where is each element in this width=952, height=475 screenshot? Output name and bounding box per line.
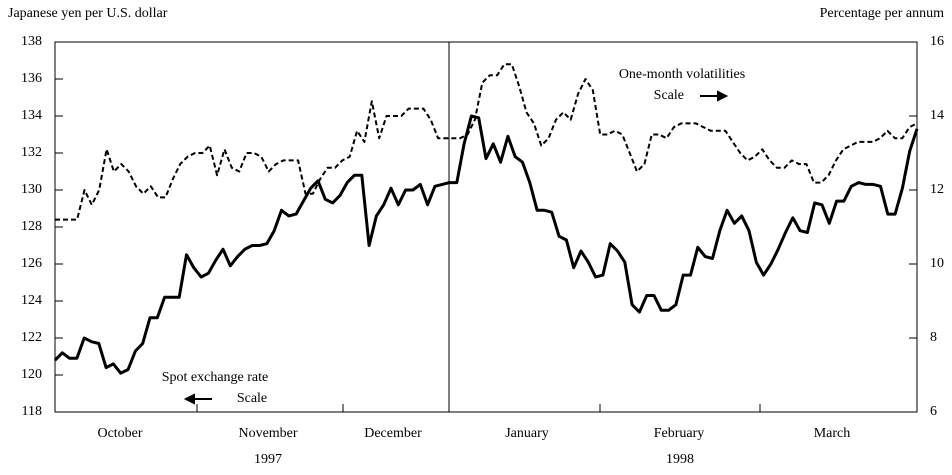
- annotation: One-month volatilities: [619, 67, 745, 82]
- x-tick-label: November: [238, 426, 297, 441]
- series-line: [53, 114, 919, 375]
- y2-tick-label: 10: [930, 256, 944, 271]
- y2-tick-label: 12: [930, 182, 944, 197]
- y-tick-label: 128: [21, 219, 42, 234]
- y-axis-title: Japanese yen per U.S. dollar: [8, 6, 168, 21]
- y2-tick-label: 14: [930, 108, 944, 123]
- annotation: Spot exchange rate: [162, 370, 269, 385]
- y-tick-label: 124: [21, 293, 42, 308]
- x-tick-label: February: [654, 426, 705, 441]
- y-tick-label: 134: [21, 108, 42, 123]
- x-tick-label: December: [364, 426, 422, 441]
- y-tick-label: 132: [21, 145, 42, 160]
- y-tick-label: 126: [21, 256, 42, 271]
- arrow: [183, 393, 212, 405]
- y2-axis-title: Percentage per annum: [820, 6, 944, 21]
- x-year-label: 1998: [666, 452, 694, 467]
- annotation: Scale: [237, 391, 267, 406]
- annotation: Scale: [654, 88, 684, 103]
- y-tick-label: 118: [22, 404, 42, 419]
- y2-tick-label: 6: [930, 404, 937, 419]
- y-tick-label: 130: [21, 182, 42, 197]
- y-tick-label: 136: [21, 71, 42, 86]
- y-tick-label: 120: [21, 367, 42, 382]
- y2-tick-label: 16: [930, 34, 944, 49]
- y2-tick-label: 8: [930, 330, 937, 345]
- x-year-label: 1997: [254, 452, 282, 467]
- x-tick-label: January: [505, 426, 549, 441]
- series-line: [55, 63, 918, 221]
- arrow: [700, 90, 729, 102]
- x-tick-label: October: [97, 426, 142, 441]
- y-tick-label: 122: [21, 330, 42, 345]
- y-tick-label: 138: [21, 34, 42, 49]
- x-tick-label: March: [814, 426, 851, 441]
